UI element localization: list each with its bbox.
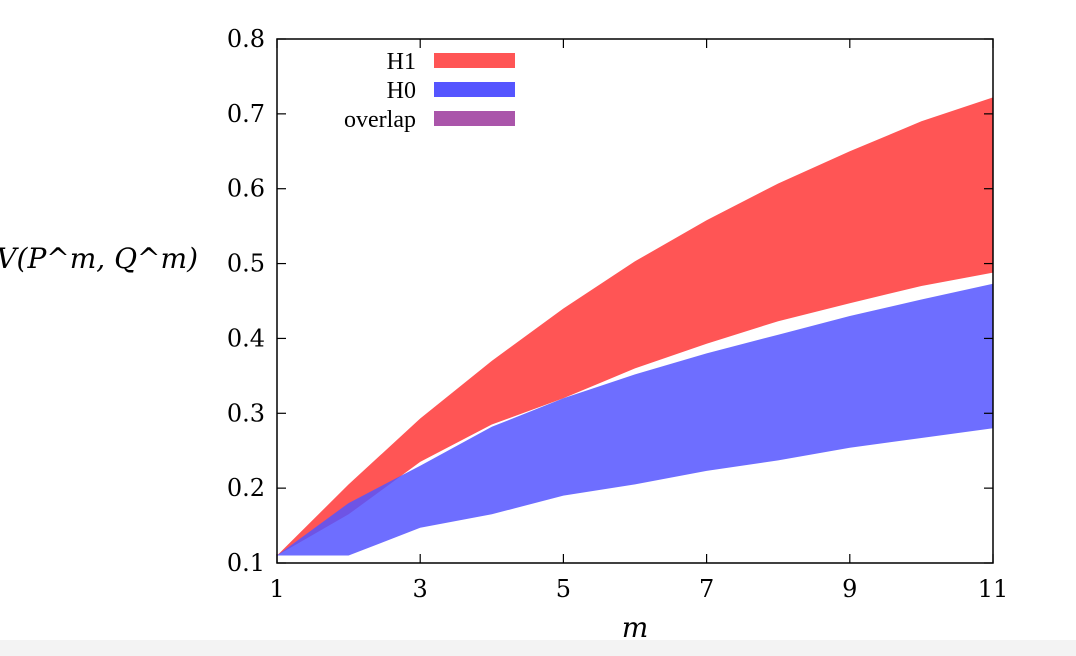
- y-tick-label: 0.6: [227, 175, 265, 203]
- plot-frame: [276, 38, 994, 564]
- band-layer: [277, 97, 993, 556]
- legend-label-H1: H1: [387, 49, 416, 75]
- x-tick-label: 11: [978, 575, 1009, 603]
- tick-layer: 1 3 5 7 9 11 0.1 0.2 0.3 0.4 0.5 0.6 0.7 0.8: [227, 25, 1008, 603]
- y-tick-label: 0.4: [227, 324, 265, 352]
- x-tick-label: 3: [413, 575, 428, 603]
- y-tick-label: 0.7: [227, 100, 265, 128]
- y-axis-label: d_TV(P^m, Q^m): [0, 242, 198, 275]
- legend-label-H0: H0: [387, 78, 416, 104]
- x-tick-label: 1: [269, 575, 284, 603]
- legend-swatch-overlap: [434, 111, 515, 126]
- legend-swatch-H0: [434, 82, 515, 97]
- legend-label-overlap: overlap: [344, 107, 416, 133]
- y-tick-label: 0.2: [227, 474, 265, 502]
- x-tick-label: 9: [842, 575, 857, 603]
- x-tick-label: 5: [556, 575, 571, 603]
- band-h1: [277, 97, 993, 556]
- legend-swatch-H1: [434, 53, 515, 68]
- x-axis-label: m: [622, 611, 649, 644]
- y-tick-label: 0.3: [227, 399, 265, 427]
- band-h0: [277, 283, 993, 556]
- y-tick-label: 0.5: [227, 250, 265, 278]
- bottom-strip: [0, 640, 1076, 656]
- y-tick-label: 0.1: [227, 549, 265, 577]
- legend: H1 H0 overlap: [344, 49, 515, 133]
- y-tick-label: 0.8: [227, 25, 265, 53]
- x-tick-label: 7: [699, 575, 714, 603]
